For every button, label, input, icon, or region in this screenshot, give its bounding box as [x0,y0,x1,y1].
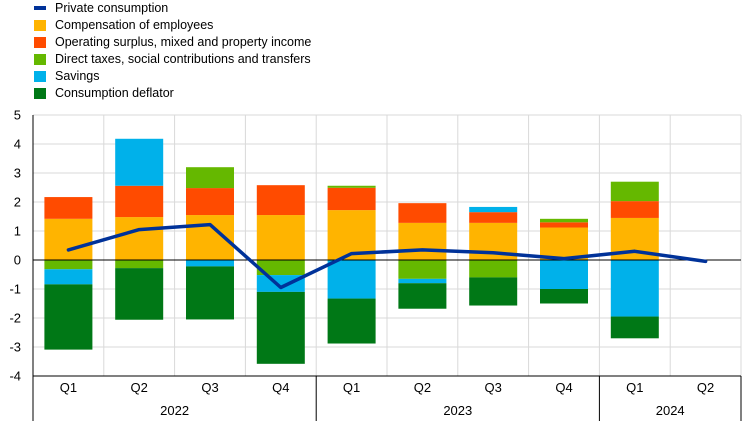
legend-label: Private consumption [55,1,169,15]
bar-segment [469,260,518,278]
bar-segment [327,298,376,344]
bar-segment [327,260,376,299]
bar-segment [256,275,305,292]
x-group-label: 2023 [443,403,472,418]
bar-segment [610,260,659,317]
y-tick-label: 2 [14,195,21,210]
bar-segment [327,187,376,211]
bar-segment [256,215,305,260]
bar-segment [44,197,93,219]
x-tick-label: Q1 [60,380,77,395]
y-tick-label: -1 [9,282,21,297]
x-tick-label: Q4 [555,380,572,395]
bar-segment [44,218,93,260]
bar-segment [398,222,447,260]
y-tick-label: -3 [9,340,21,355]
bar-segment [398,278,447,284]
bar-segment [115,268,164,320]
bar-segment [186,167,234,189]
x-tick-label: Q2 [697,380,714,395]
bar-segment [256,185,305,216]
y-tick-label: 1 [14,224,21,239]
x-group-label: 2022 [160,403,189,418]
bar-segment [115,260,164,269]
series-line-private-consumption [66,222,708,290]
x-tick-label: Q4 [272,380,289,395]
bar-segment [398,260,447,279]
bar-segment [540,227,588,260]
bar-segment [540,260,588,289]
bar-segment [115,217,164,260]
x-tick-label: Q2 [414,380,431,395]
bar-segment [256,291,305,364]
bar-segment [540,218,588,223]
bar-segment [44,269,93,285]
legend-label: Operating surplus, mixed and property in… [55,35,312,49]
bar-segment [540,222,588,228]
x-tick-label: Q3 [485,380,502,395]
y-tick-label: 3 [14,166,21,181]
x-group-label: 2024 [656,403,685,418]
bar-segment [469,212,518,223]
bar-segment [610,316,659,339]
legend-swatch [34,88,46,99]
legend-swatch [34,71,46,82]
y-tick-label: 4 [14,137,21,152]
x-tick-label: Q3 [201,380,218,395]
legend-swatch [34,6,46,10]
y-tick-label: -2 [9,311,21,326]
bar-segment [398,283,447,309]
y-tick-label: 5 [14,108,21,123]
bar-segment [44,260,93,270]
x-tick-label: Q1 [343,380,360,395]
bar-segment [186,188,234,216]
y-tick-label: -4 [9,369,21,384]
legend-label: Compensation of employees [55,18,214,32]
y-tick-label: 0 [14,253,21,268]
bar-segment [115,138,164,186]
bar-segment [540,289,588,304]
legend-label: Consumption deflator [55,86,174,100]
bar-segment [44,284,93,350]
legend-swatch [34,54,46,65]
legend-swatch [34,20,46,31]
x-tick-label: Q1 [626,380,643,395]
bar-segment [610,201,659,218]
bar-segment [186,260,234,267]
legend-swatch [34,37,46,48]
bar-segment [469,206,518,213]
bar-segment [469,277,518,306]
bar-segment [398,203,447,223]
bar-segment [186,266,234,320]
bar-segment [610,181,659,202]
legend-label: Direct taxes, social contributions and t… [55,52,311,66]
legend-label: Savings [55,69,100,83]
x-tick-label: Q2 [131,380,148,395]
bar-segment [115,185,164,218]
bar-segment [256,260,305,276]
bar-segment [327,185,376,188]
